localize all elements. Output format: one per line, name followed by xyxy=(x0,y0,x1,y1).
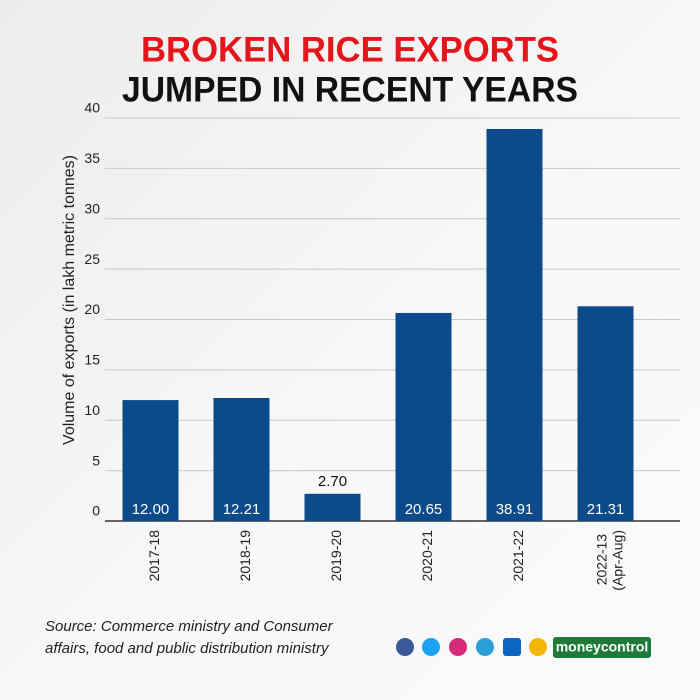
bar xyxy=(304,493,361,521)
source: affairs, food and public distribution mi… xyxy=(45,640,330,657)
y-tick-label: 40 xyxy=(84,100,100,116)
title-line: BROKEN RICE EXPORTS xyxy=(141,30,559,69)
bar xyxy=(122,400,179,521)
y-tick-label: 20 xyxy=(84,301,100,317)
y-tick-label: 25 xyxy=(84,251,100,267)
value-label: 20.65 xyxy=(405,501,443,518)
icon xyxy=(529,638,547,656)
x-tick-label: 2019-20 xyxy=(328,530,344,582)
icon xyxy=(396,638,414,656)
x-tick-label: 2020-21 xyxy=(419,530,435,582)
title-line: JUMPED IN RECENT YEARS xyxy=(122,70,578,109)
bar xyxy=(213,397,270,521)
icon xyxy=(476,638,494,656)
icon xyxy=(449,638,467,656)
y-tick-label: 35 xyxy=(84,150,100,166)
logo: moneycontrol xyxy=(556,639,649,655)
x-tick-label-line: (Apr-Aug) xyxy=(609,530,625,591)
y-tick-label: 30 xyxy=(84,200,100,216)
icon xyxy=(422,638,440,656)
value-label: 21.31 xyxy=(587,501,625,518)
x-tick-label: 2017-18 xyxy=(146,530,162,582)
social-icons xyxy=(396,637,651,658)
y-tick-label: 5 xyxy=(92,452,100,468)
value-label: 12.00 xyxy=(132,501,170,518)
x-tick-label: 2021-22 xyxy=(510,530,526,582)
value-label: 12.21 xyxy=(223,501,261,518)
bar xyxy=(486,128,543,521)
bar xyxy=(577,306,634,521)
y-tick-label: 0 xyxy=(92,503,100,519)
x-tick-label: 2022-13 (Apr-Aug) xyxy=(593,530,625,591)
y-axis-label: Volume of exports (in lakh metric tonnes… xyxy=(61,155,78,445)
source: Source: Commerce ministry and Consumer xyxy=(45,618,334,635)
y-tick-label: 10 xyxy=(84,402,100,418)
icon xyxy=(503,638,521,656)
x-tick-label: 2018-19 xyxy=(237,530,253,582)
bar xyxy=(395,312,452,521)
value-label: 2.70 xyxy=(318,473,347,490)
x-tick-label-line: 2022-13 xyxy=(593,530,609,585)
y-tick-label: 15 xyxy=(84,352,100,368)
value-label: 38.91 xyxy=(496,501,534,518)
logo-box xyxy=(553,637,651,658)
